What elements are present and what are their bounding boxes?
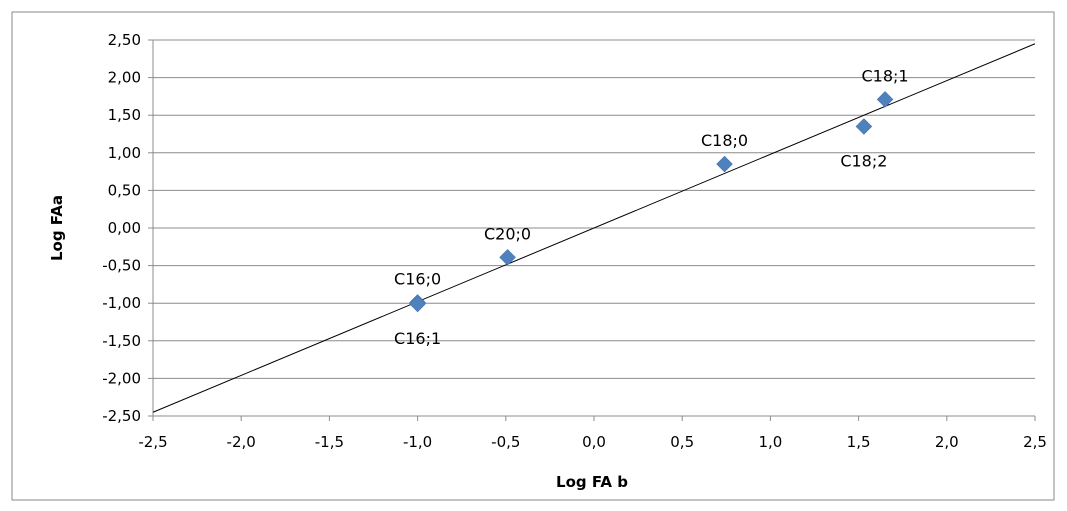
x-tick-label: 1,0 [758, 433, 782, 451]
x-tick-label: -1,0 [403, 433, 432, 451]
y-tick-label: 0,00 [108, 219, 141, 237]
trendline-group [152, 43, 1036, 413]
trendline [152, 43, 1036, 413]
x-tick-label: -0,5 [491, 433, 520, 451]
data-point-label: C18;0 [701, 131, 748, 150]
data-point-label: C16;1 [394, 329, 441, 348]
x-tick-label: 0,0 [582, 433, 606, 451]
x-tick-label: 0,5 [670, 433, 694, 451]
y-tick-label: -0,50 [102, 257, 141, 275]
data-point-label: C16;0 [394, 269, 441, 288]
y-axis-title: Log FAa [48, 195, 66, 261]
x-tick-label: 1,5 [847, 433, 871, 451]
data-point-label: C20;0 [484, 224, 531, 243]
data-point-marker [499, 248, 516, 266]
x-tick-label: -1,5 [315, 433, 344, 451]
data-point-marker [855, 118, 873, 135]
y-tick-label: -1,00 [102, 294, 141, 312]
y-tick-label: -1,50 [102, 332, 141, 350]
x-tick-label: 2,0 [935, 433, 959, 451]
x-axis-title: Log FA b [556, 473, 628, 491]
y-tick-label: -2,00 [102, 369, 141, 387]
x-tick-label: 2,5 [1023, 433, 1047, 451]
chart-border [11, 11, 1055, 501]
gridlines [153, 39, 1035, 417]
y-tick-label: 1,00 [108, 144, 141, 162]
data-point-marker [876, 91, 894, 108]
data-point-label: C18;2 [840, 151, 887, 170]
y-tick-label: 2,00 [108, 69, 141, 87]
data-point-marker [409, 295, 426, 313]
y-tick-label: 2,50 [108, 31, 141, 49]
axes [148, 39, 1036, 421]
y-tick-label: -2,50 [102, 407, 141, 425]
data-point-label: C18;1 [862, 66, 909, 85]
x-tick-label: -2,5 [138, 433, 167, 451]
x-tick-label: -2,0 [227, 433, 256, 451]
tick-labels: 2,50 2,00 1,50 1,00 0,50 0,00 -0,50 -1,00 -1,50 -… [102, 31, 1047, 451]
y-tick-label: 1,50 [108, 106, 141, 124]
y-tick-label: 0,50 [108, 181, 141, 199]
data-points: C16;0 C16;1 C20;0 C18;0 C18;2 C18;1 [394, 66, 909, 348]
data-point-marker [716, 155, 733, 173]
